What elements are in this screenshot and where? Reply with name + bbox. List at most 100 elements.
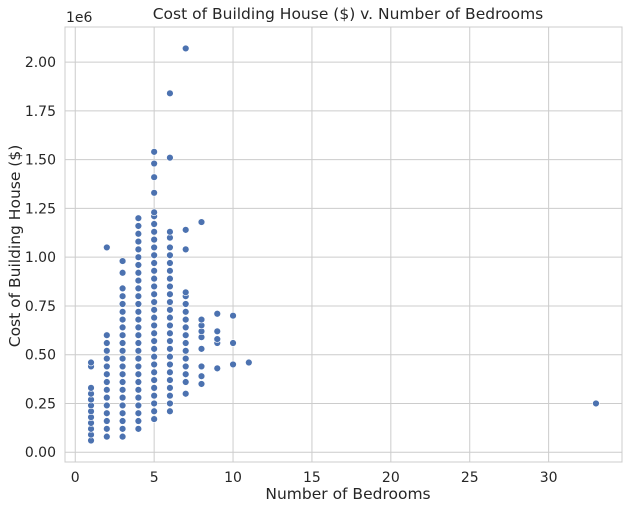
data-point <box>150 251 158 259</box>
data-point <box>118 393 127 402</box>
data-point <box>134 331 143 339</box>
data-point <box>103 401 111 410</box>
data-point <box>592 399 600 408</box>
y-axis-offset-label: 1e6 <box>66 10 93 26</box>
data-point <box>197 315 206 324</box>
data-point <box>166 243 174 252</box>
data-point <box>118 378 127 386</box>
data-point <box>118 432 127 441</box>
data-point <box>150 298 158 306</box>
y-axis-ticks: 0.00 0.25 0.50 0.75 1.00 1.25 1.50 1.75 2.00 <box>25 55 56 461</box>
data-point <box>134 378 143 386</box>
data-point <box>229 339 237 347</box>
y-tick-label: 0.00 <box>25 445 56 461</box>
data-point <box>134 308 143 316</box>
data-point <box>118 417 127 425</box>
data-point <box>103 378 111 386</box>
data-point <box>134 370 143 378</box>
data-point <box>103 425 111 433</box>
data-point <box>150 415 158 423</box>
data-point <box>166 306 174 314</box>
data-point <box>118 370 127 378</box>
data-point <box>134 409 143 417</box>
data-point <box>182 339 190 347</box>
data-point <box>166 153 174 162</box>
data-point <box>150 290 158 298</box>
data-point <box>103 339 111 347</box>
y-tick-label: 2.00 <box>25 55 56 71</box>
data-point <box>182 347 190 355</box>
data-point <box>166 391 174 400</box>
data-point <box>103 354 111 363</box>
data-point <box>87 384 95 392</box>
data-point <box>182 370 190 378</box>
data-point <box>103 432 111 441</box>
data-point <box>118 308 127 316</box>
data-point <box>166 384 174 392</box>
data-point <box>118 292 127 300</box>
data-point <box>150 399 158 408</box>
data-point <box>182 315 190 324</box>
data-point <box>134 292 143 300</box>
x-tick-label: 10 <box>224 470 242 486</box>
data-point <box>134 214 143 222</box>
data-point <box>134 253 143 261</box>
data-point <box>166 290 174 298</box>
data-point <box>182 288 190 296</box>
data-point <box>150 313 158 322</box>
data-point <box>182 378 190 386</box>
data-point <box>134 300 143 308</box>
data-point <box>103 417 111 425</box>
data-point <box>150 159 158 168</box>
data-point <box>103 347 111 355</box>
y-tick-label: 0.25 <box>25 396 56 412</box>
data-point <box>150 376 158 384</box>
y-tick-label: 1.75 <box>25 104 56 120</box>
data-point <box>150 391 158 400</box>
data-point <box>197 362 206 371</box>
data-point <box>134 323 143 332</box>
data-point <box>118 331 127 339</box>
x-tick-label: 30 <box>540 470 558 486</box>
data-point <box>182 354 190 363</box>
data-point <box>118 284 127 293</box>
data-point <box>150 368 158 376</box>
data-point <box>166 267 174 275</box>
x-tick-label: 15 <box>303 470 321 486</box>
y-tick-label: 1.50 <box>25 153 56 169</box>
data-point <box>134 222 143 230</box>
x-axis-title: Number of Bedrooms <box>265 485 430 503</box>
data-point <box>103 370 111 378</box>
data-point <box>134 276 143 285</box>
data-point <box>150 148 158 156</box>
data-point <box>245 358 253 367</box>
data-point <box>166 329 174 337</box>
x-tick-label: 0 <box>71 470 80 486</box>
data-point <box>118 315 127 324</box>
data-point <box>150 173 158 181</box>
x-axis-ticks: 0 5 10 15 20 25 30 <box>71 470 558 486</box>
y-tick-label: 1.25 <box>25 201 56 217</box>
data-point <box>150 345 158 353</box>
data-point <box>118 386 127 394</box>
y-tick-label: 0.50 <box>25 348 56 364</box>
data-point <box>166 345 174 353</box>
data-point <box>150 235 158 244</box>
x-tick-label: 25 <box>461 470 479 486</box>
data-point <box>213 364 221 373</box>
data-point <box>182 245 190 254</box>
data-point <box>166 337 174 345</box>
data-point <box>103 243 111 252</box>
data-point <box>166 313 174 322</box>
data-point <box>118 339 127 347</box>
data-point <box>166 368 174 376</box>
data-point <box>134 237 143 246</box>
data-point <box>150 329 158 337</box>
data-point <box>166 274 174 283</box>
data-point <box>134 417 143 425</box>
data-point <box>182 323 190 332</box>
data-point <box>150 220 158 228</box>
data-point <box>103 362 111 371</box>
data-point <box>182 44 190 53</box>
data-point <box>118 354 127 363</box>
